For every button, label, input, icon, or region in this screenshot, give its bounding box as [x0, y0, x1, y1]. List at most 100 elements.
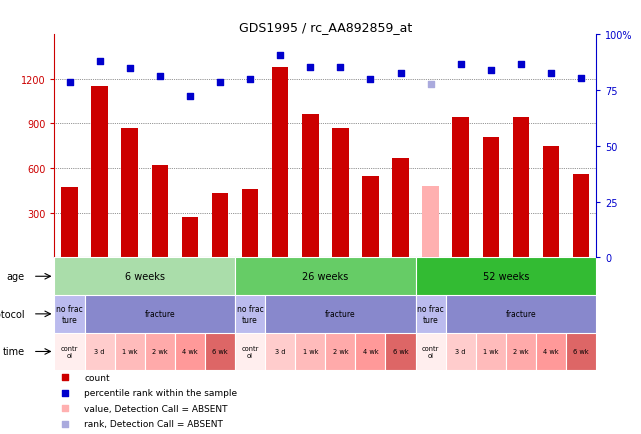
Text: no frac
ture: no frac ture	[417, 305, 444, 324]
Bar	[272, 67, 288, 258]
Point	[60, 420, 71, 427]
Point	[275, 52, 285, 59]
Text: 2 wk: 2 wk	[152, 349, 167, 355]
Text: rank, Detection Call = ABSENT: rank, Detection Call = ABSENT	[84, 419, 223, 428]
Bar	[453, 118, 469, 258]
Point	[426, 81, 436, 88]
Bar	[326, 333, 355, 370]
Bar	[151, 166, 168, 258]
Text: percentile rank within the sample: percentile rank within the sample	[84, 388, 237, 398]
Text: 6 wk: 6 wk	[573, 349, 589, 355]
Bar	[235, 258, 415, 296]
Bar	[332, 128, 349, 258]
Text: 1 wk: 1 wk	[303, 349, 318, 355]
Text: no frac
ture: no frac ture	[237, 305, 263, 324]
Text: 3 d: 3 d	[456, 349, 466, 355]
Bar	[92, 87, 108, 258]
Point	[365, 77, 376, 84]
Bar	[54, 258, 235, 296]
Text: value, Detection Call = ABSENT: value, Detection Call = ABSENT	[84, 404, 228, 413]
Bar	[355, 333, 385, 370]
Text: fracture: fracture	[144, 309, 175, 319]
Text: age: age	[6, 272, 25, 282]
Text: fracture: fracture	[325, 309, 356, 319]
Bar	[235, 296, 265, 333]
Text: 1 wk: 1 wk	[483, 349, 499, 355]
Point	[185, 94, 195, 101]
Bar	[212, 194, 228, 258]
Point	[60, 405, 71, 412]
Bar	[62, 188, 78, 258]
Text: 2 wk: 2 wk	[333, 349, 348, 355]
Text: 4 wk: 4 wk	[363, 349, 378, 355]
Text: 6 wk: 6 wk	[212, 349, 228, 355]
Bar	[265, 333, 296, 370]
Bar	[536, 333, 566, 370]
Point	[94, 58, 104, 65]
Text: no frac
ture: no frac ture	[56, 305, 83, 324]
Text: 2 wk: 2 wk	[513, 349, 529, 355]
Bar	[566, 333, 596, 370]
Bar	[85, 333, 115, 370]
Bar	[175, 333, 205, 370]
Text: protocol: protocol	[0, 309, 25, 319]
Bar	[415, 333, 445, 370]
Text: 52 weeks: 52 weeks	[483, 272, 529, 282]
Point	[60, 374, 71, 381]
Bar	[121, 128, 138, 258]
Text: contr
ol: contr ol	[61, 345, 78, 358]
Bar	[242, 189, 258, 258]
Bar	[506, 333, 536, 370]
Title: GDS1995 / rc_AA892859_at: GDS1995 / rc_AA892859_at	[238, 20, 412, 33]
Bar	[445, 333, 476, 370]
Bar	[573, 174, 589, 258]
Bar	[265, 296, 415, 333]
Point	[395, 71, 406, 78]
Point	[546, 70, 556, 77]
Text: fracture: fracture	[506, 309, 537, 319]
Bar	[115, 333, 145, 370]
Text: contr
ol: contr ol	[422, 345, 439, 358]
Text: 6 wk: 6 wk	[393, 349, 408, 355]
Text: count: count	[84, 373, 110, 382]
Text: 4 wk: 4 wk	[543, 349, 559, 355]
Point	[305, 64, 315, 71]
Text: contr
ol: contr ol	[242, 345, 259, 358]
Bar	[235, 333, 265, 370]
Bar	[415, 258, 596, 296]
Point	[154, 74, 165, 81]
Point	[60, 389, 71, 396]
Point	[576, 75, 587, 82]
Text: 4 wk: 4 wk	[182, 349, 197, 355]
Point	[486, 67, 496, 74]
Text: time: time	[3, 347, 25, 357]
Bar	[385, 333, 415, 370]
Bar	[415, 296, 445, 333]
Bar	[181, 218, 198, 258]
Text: 6 weeks: 6 weeks	[125, 272, 165, 282]
Bar	[392, 158, 409, 258]
Bar	[513, 118, 529, 258]
Bar	[54, 296, 85, 333]
Bar	[422, 187, 439, 258]
Point	[215, 79, 225, 86]
Bar	[296, 333, 326, 370]
Bar	[476, 333, 506, 370]
Point	[64, 79, 74, 86]
Point	[456, 62, 466, 69]
Bar	[54, 333, 85, 370]
Bar	[445, 296, 596, 333]
Bar	[543, 146, 559, 258]
Point	[516, 62, 526, 69]
Bar	[145, 333, 175, 370]
Bar	[85, 296, 235, 333]
Bar	[205, 333, 235, 370]
Point	[124, 66, 135, 72]
Text: 3 d: 3 d	[94, 349, 105, 355]
Bar	[483, 138, 499, 258]
Text: 26 weeks: 26 weeks	[302, 272, 349, 282]
Bar	[362, 177, 379, 258]
Bar	[302, 115, 319, 258]
Point	[245, 76, 255, 83]
Point	[335, 64, 345, 71]
